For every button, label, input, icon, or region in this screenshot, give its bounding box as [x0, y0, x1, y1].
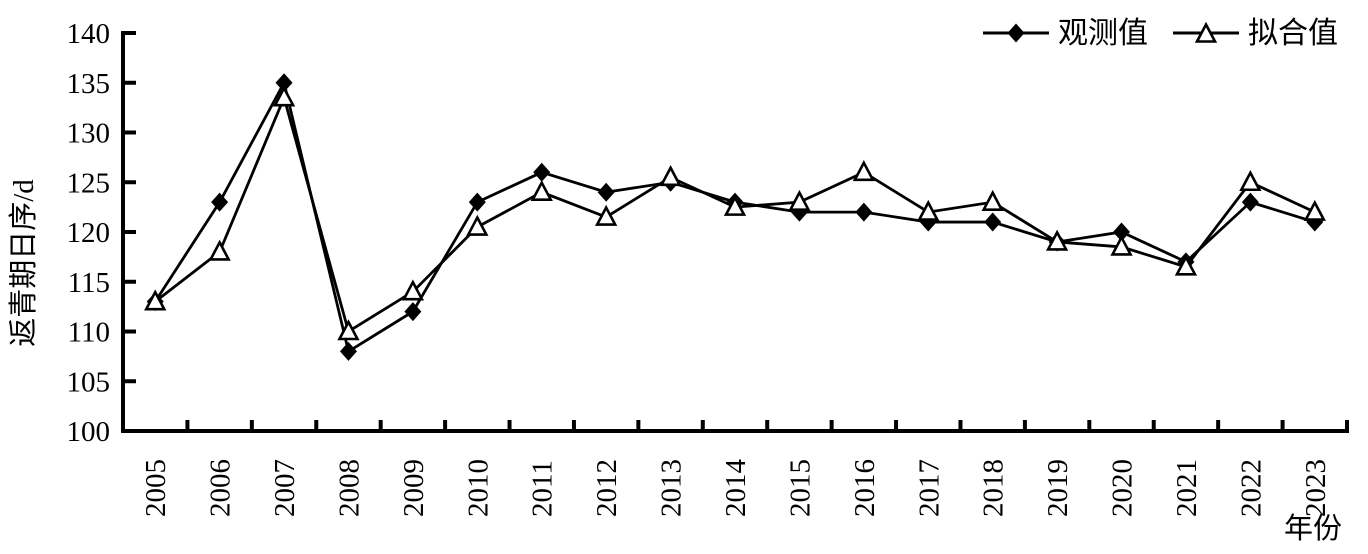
data-point-triangle	[272, 85, 296, 107]
data-point-diamond	[1241, 192, 1259, 212]
x-tick-label: 2016	[849, 459, 881, 517]
data-point-triangle	[337, 319, 360, 341]
x-tick-label: 2012	[591, 459, 623, 517]
x-tick-label: 2019	[1042, 459, 1074, 517]
legend-label: 拟合值	[1248, 17, 1338, 50]
data-point-triangle	[659, 164, 682, 187]
series	[144, 73, 1326, 361]
x-tick-label: 2013	[656, 459, 688, 517]
x-tick-label: 2014	[720, 459, 752, 518]
y-tick-label: 140	[67, 18, 111, 50]
x-tick-label: 2006	[205, 459, 237, 517]
data-point-diamond	[597, 182, 615, 202]
data-point-triangle	[144, 289, 167, 311]
data-point-diamond	[855, 202, 873, 222]
data-point-diamond	[533, 162, 551, 182]
data-point-triangle	[530, 179, 553, 201]
x-tick-label: 2011	[527, 460, 559, 517]
data-point-triangle	[401, 279, 425, 301]
data-point-triangle	[1303, 199, 1326, 221]
x-tick-label: 2018	[978, 459, 1010, 517]
legend: 观测值 拟合值	[983, 17, 1338, 50]
data-point-diamond	[1113, 222, 1131, 242]
legend-item-fitted: 拟合值	[1173, 17, 1338, 50]
x-axis-title: 年份	[1284, 512, 1342, 545]
data-point-diamond	[468, 192, 486, 212]
data-point-triangle	[723, 194, 747, 216]
data-point-triangle	[466, 214, 489, 236]
x-tick-label: 2020	[1107, 459, 1139, 517]
axis-labels: 100 105 110 115 120 125 130 135 140 2005 2006 2007 2…	[7, 18, 1342, 545]
data-point-diamond	[339, 341, 357, 361]
y-tick-label: 125	[67, 167, 111, 199]
x-tick-label: 2005	[140, 459, 172, 517]
axes	[121, 31, 1349, 433]
data-point-triangle	[981, 189, 1004, 211]
y-tick-label: 130	[67, 118, 111, 150]
data-point-triangle	[1239, 169, 1262, 192]
y-tick-label: 135	[67, 68, 111, 100]
data-point-triangle	[788, 189, 811, 211]
x-tick-label: 2021	[1171, 459, 1203, 517]
x-tick-label: 2023	[1300, 459, 1332, 517]
fitted-markers	[144, 85, 1326, 341]
legend-triangle-icon	[1194, 21, 1218, 43]
y-tick-label: 110	[68, 317, 110, 349]
y-tick-label: 105	[67, 366, 111, 398]
data-point-diamond	[404, 302, 422, 322]
x-tick-label: 2017	[913, 459, 945, 517]
x-tick-label: 2008	[333, 459, 365, 517]
y-tick-label: 120	[67, 217, 111, 249]
data-point-triangle	[1045, 229, 1069, 251]
x-tick-label: 2009	[398, 459, 430, 517]
data-point-triangle	[208, 239, 231, 261]
y-axis-title: 返青期日序/d	[7, 179, 40, 347]
legend-diamond-icon	[1007, 23, 1025, 43]
legend-item-observed: 观测值	[983, 17, 1148, 50]
legend-label: 观测值	[1058, 17, 1148, 50]
y-tick-label: 100	[67, 416, 111, 448]
x-tick-label: 2015	[784, 459, 816, 517]
x-tick-label: 2022	[1235, 459, 1267, 517]
x-tick-label: 2007	[269, 459, 301, 517]
data-point-diamond	[984, 212, 1002, 232]
x-tick-label: 2010	[462, 459, 494, 517]
data-point-diamond	[275, 73, 293, 93]
y-tick-label: 115	[68, 267, 110, 299]
data-point-triangle	[594, 204, 618, 226]
data-point-triangle	[852, 160, 876, 182]
data-point-triangle	[1110, 234, 1133, 256]
data-point-triangle	[1174, 254, 1198, 276]
data-point-diamond	[211, 192, 229, 212]
data-point-triangle	[917, 199, 940, 221]
